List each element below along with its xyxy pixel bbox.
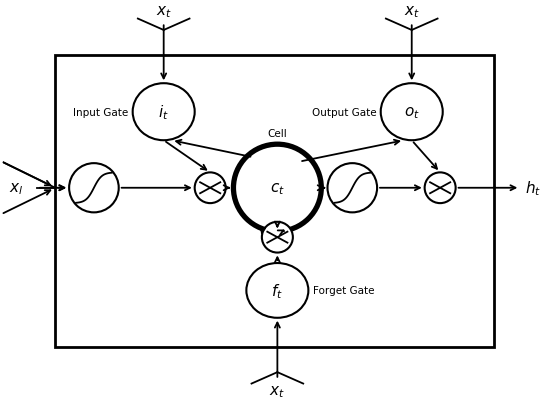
Ellipse shape bbox=[262, 222, 293, 253]
Ellipse shape bbox=[133, 84, 195, 141]
Text: Forget Gate: Forget Gate bbox=[313, 286, 374, 296]
Ellipse shape bbox=[247, 263, 308, 318]
Text: $x_l$: $x_l$ bbox=[9, 180, 23, 196]
Text: $f_t$: $f_t$ bbox=[272, 282, 283, 300]
Bar bbox=[55, 56, 494, 348]
Text: $i_t$: $i_t$ bbox=[158, 103, 169, 122]
Ellipse shape bbox=[327, 164, 377, 213]
Ellipse shape bbox=[424, 173, 456, 204]
Ellipse shape bbox=[234, 145, 321, 232]
Text: $x_t$: $x_t$ bbox=[156, 4, 172, 20]
Ellipse shape bbox=[69, 164, 119, 213]
Text: Output Gate: Output Gate bbox=[312, 107, 377, 117]
Text: Input Gate: Input Gate bbox=[73, 107, 128, 117]
Text: Cell: Cell bbox=[268, 129, 287, 139]
Text: $o_t$: $o_t$ bbox=[404, 105, 420, 120]
Ellipse shape bbox=[380, 84, 443, 141]
Text: $h_t$: $h_t$ bbox=[525, 179, 541, 198]
Ellipse shape bbox=[195, 173, 225, 204]
Text: $c_t$: $c_t$ bbox=[270, 180, 285, 196]
Text: $x_t$: $x_t$ bbox=[404, 4, 420, 20]
Text: $x_t$: $x_t$ bbox=[269, 384, 285, 399]
